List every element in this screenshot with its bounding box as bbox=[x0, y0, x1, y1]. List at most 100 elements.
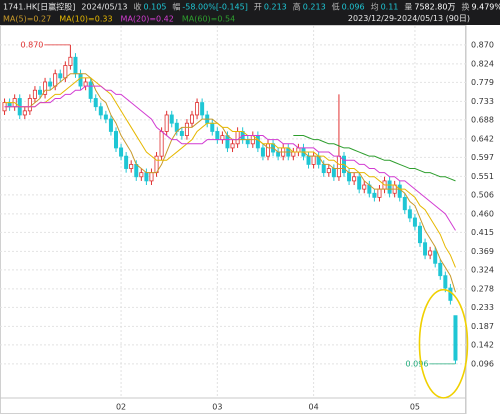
candle-body bbox=[38, 89, 43, 95]
candle-body bbox=[306, 155, 311, 165]
candle-body bbox=[448, 287, 453, 301]
candle-body bbox=[321, 164, 326, 174]
x-tick-label: 03 bbox=[212, 403, 222, 412]
y-tick-label: 0.096 bbox=[471, 359, 494, 368]
quote-value: 7582.80万 bbox=[414, 2, 455, 11]
candle-body bbox=[179, 131, 184, 136]
x-tick-label: 04 bbox=[309, 403, 319, 412]
x-tick-label: 05 bbox=[410, 403, 420, 412]
candle-body bbox=[83, 81, 88, 87]
candle-body bbox=[428, 250, 433, 256]
y-tick-label: 0.870 bbox=[471, 40, 494, 49]
y-tick-label: 0.187 bbox=[471, 322, 494, 331]
candle-body bbox=[412, 217, 417, 227]
candle-body bbox=[255, 135, 260, 149]
ma-line bbox=[4, 85, 456, 231]
candle-body bbox=[108, 118, 113, 132]
quote-value: 0.213 bbox=[264, 2, 287, 11]
candle-body bbox=[134, 164, 139, 178]
candle-body bbox=[184, 122, 189, 136]
quote-value: 9.479% bbox=[471, 2, 500, 11]
candle-body bbox=[336, 155, 341, 178]
candle-body bbox=[27, 98, 32, 112]
candle-body bbox=[260, 147, 265, 157]
y-tick-label: 0.278 bbox=[471, 284, 494, 293]
candle-body bbox=[169, 114, 174, 124]
annotation-label: 0.096 bbox=[406, 359, 429, 368]
x-tick-label: 02 bbox=[116, 403, 126, 412]
quote-value: -58.00%[-0.145] bbox=[182, 2, 247, 11]
candle-body bbox=[407, 209, 412, 219]
y-tick-label: 0.597 bbox=[471, 153, 494, 162]
candle-body bbox=[114, 131, 119, 149]
candle-body bbox=[433, 250, 438, 264]
quote-value: 0.096 bbox=[342, 2, 365, 11]
candle-body bbox=[58, 73, 63, 79]
candle-body bbox=[265, 143, 270, 157]
legend-entry: MA(5)=0.27 bbox=[3, 14, 51, 23]
y-tick-label: 0.324 bbox=[471, 265, 494, 274]
candle-body bbox=[443, 275, 448, 289]
candle-body bbox=[347, 172, 352, 182]
candle-body bbox=[362, 184, 367, 190]
candle-body bbox=[372, 192, 377, 198]
date: 2024/05/13 bbox=[81, 2, 127, 11]
candle-body bbox=[98, 106, 103, 116]
candle-body bbox=[73, 56, 78, 75]
y-tick-label: 0.824 bbox=[471, 59, 494, 68]
legend-entry: MA(60)=0.54 bbox=[182, 14, 235, 23]
y-tick-label: 0.642 bbox=[471, 134, 494, 143]
candle-body bbox=[200, 102, 205, 116]
candle-body bbox=[402, 196, 407, 211]
candle-body bbox=[276, 151, 281, 157]
candle-body bbox=[397, 184, 402, 198]
candle-body bbox=[139, 172, 144, 178]
candle-body bbox=[423, 242, 428, 256]
y-tick-label: 0.688 bbox=[471, 115, 494, 124]
candle-body bbox=[43, 81, 48, 95]
y-tick-label: 0.233 bbox=[471, 303, 494, 312]
ma-line bbox=[4, 77, 456, 268]
candle-body bbox=[331, 168, 336, 178]
candle-body bbox=[78, 73, 83, 87]
candle-body bbox=[215, 131, 220, 141]
candle-body bbox=[149, 172, 154, 182]
candle-body bbox=[296, 147, 301, 153]
y-tick-label: 0.733 bbox=[471, 97, 494, 106]
legend-entry: MA(20)=0.42 bbox=[121, 14, 174, 23]
candle-body bbox=[377, 188, 382, 198]
candle-body bbox=[291, 151, 296, 157]
candle-body bbox=[159, 131, 164, 157]
y-tick-label: 0.506 bbox=[471, 190, 494, 199]
quote-label: 幅 bbox=[172, 1, 180, 11]
candle-body bbox=[326, 168, 331, 174]
candle-body bbox=[7, 102, 12, 108]
y-tick-label: 0.369 bbox=[471, 247, 494, 256]
quote-label: 高 bbox=[293, 1, 301, 11]
legend-entry: MA(10)=0.33 bbox=[59, 14, 112, 23]
quote-value: 0.105 bbox=[144, 2, 167, 11]
candle-body bbox=[144, 172, 149, 182]
y-tick-label: 0.551 bbox=[471, 172, 494, 181]
candle-body bbox=[48, 81, 53, 87]
candle-body bbox=[352, 176, 357, 182]
candle-body bbox=[88, 81, 93, 99]
candle-body bbox=[230, 143, 235, 149]
candle-body bbox=[124, 155, 129, 169]
y-tick-label: 0.460 bbox=[471, 209, 494, 218]
legend: MA(5)=0.27 MA(10)=0.33 MA(20)=0.42 MA(60)=0… bbox=[3, 14, 235, 23]
candle-body bbox=[63, 65, 68, 79]
candle-body bbox=[417, 225, 422, 244]
quote-label: 低 bbox=[332, 1, 340, 11]
ticker: 1741.HK[日赢控股] bbox=[3, 1, 75, 11]
candle-body bbox=[453, 315, 458, 361]
candle-body bbox=[225, 135, 230, 149]
annotation-label: 0.870 bbox=[20, 40, 43, 49]
quote-label: 收 bbox=[134, 1, 142, 11]
candle-body bbox=[311, 155, 316, 165]
date-range: 2023/12/29-2024/05/13 (90日) bbox=[348, 14, 470, 23]
quote-value: 0.11 bbox=[381, 2, 399, 11]
y-tick-label: 0.142 bbox=[471, 340, 494, 349]
candle-body bbox=[235, 131, 240, 145]
quote-line: 1741.HK[日赢控股] 2024/05/13 收 0.105 幅 -58.00%[-0… bbox=[3, 1, 500, 11]
